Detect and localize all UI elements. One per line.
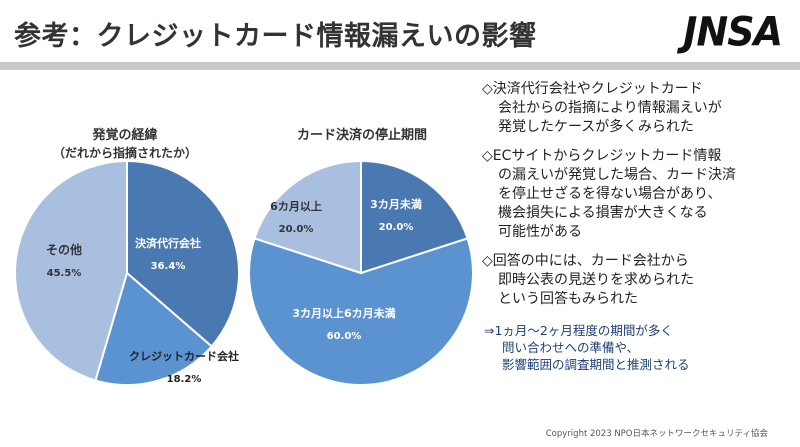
pie-slice (14, 159, 128, 382)
note-line: という回答もみられた (498, 291, 638, 307)
slice-category-label: 決済代行会社 (135, 236, 201, 250)
chart2-title: カード決済の停止期間 (296, 128, 427, 143)
conclusion-note: ⇒1ヵ月～2ヶ月程度の期間が多く 問い合わせへの準備や、 影響範囲の調査期間と推… (484, 322, 794, 373)
note-line: 機会損失による損害が大きくなる (498, 205, 708, 221)
jnsa-logo: JNSA (683, 8, 783, 56)
conclusion-line: 影響範囲の調査期間と推測される (502, 357, 690, 372)
conclusion-line: 問い合わせへの準備や、 (502, 340, 640, 355)
title-divider-bar (0, 62, 800, 70)
copyright-footer: Copyright 2023 NPO日本ネットワークセキュリティ協会 (545, 429, 768, 439)
note-line: ◇回答の中には、カード会社から (482, 253, 689, 269)
slice-value-label: 20.0% (279, 224, 314, 235)
slice-value-label: 20.0% (379, 222, 414, 233)
note-line: を停止せざるを得ない場合があり、 (498, 186, 722, 202)
pie-slice (94, 271, 214, 386)
note-line: ◇ECサイトからクレジットカード情報 (482, 148, 722, 164)
slice-category-label: その他 (46, 242, 82, 257)
conclusion-line: ⇒1ヵ月～2ヶ月程度の期間が多く (484, 323, 673, 338)
slice-value-label: 45.5% (47, 268, 82, 279)
note-line: 会社からの指摘により情報漏えいが (498, 100, 722, 116)
note-line: の漏えいが発覚した場合、カード決済 (498, 167, 736, 183)
pie-chart-discovery: 決済代行会社 36.4% クレジットカード会社 18.2% その他 45.5% (14, 159, 240, 386)
chart1-title: 発覚の経緯 (92, 128, 158, 143)
note-item: ◇回答の中には、カード会社から 即時公表の見送りを求められた という回答もみられ… (482, 252, 798, 309)
page-title: 参考：クレジットカード情報漏えいの影響 (14, 21, 537, 52)
slice-value-label: 18.2% (167, 374, 202, 385)
slice-category-label: クレジットカード会社 (129, 349, 239, 363)
pie-slice (360, 159, 469, 275)
pie-slice (253, 159, 362, 275)
pie-slice (248, 237, 474, 386)
pie-chart-suspension-period: 3カ月未満 20.0% 3カ月以上6カ月未満 60.0% 6カ月以上 20.0% (248, 159, 474, 386)
note-line: 可能性がある (498, 224, 582, 240)
slice-category-label: 3カ月以上6カ月未満 (292, 306, 395, 320)
chart1-subtitle: （だれから指摘されたか） (52, 146, 197, 160)
slice-category-label: 6カ月以上 (270, 199, 322, 213)
slice-value-label: 60.0% (327, 331, 362, 342)
note-line: 即時公表の見送りを求められた (498, 272, 694, 288)
slice-category-label: 3カ月未満 (370, 197, 422, 211)
note-item: ◇決済代行会社やクレジットカード 会社からの指摘により情報漏えいが 発覚したケー… (482, 80, 798, 137)
slice-value-label: 36.4% (151, 261, 186, 272)
note-line: 発覚したケースが多くみられた (498, 119, 694, 135)
notes-panel: ◇決済代行会社やクレジットカード 会社からの指摘により情報漏えいが 発覚したケー… (482, 80, 798, 319)
pie-slice (126, 159, 240, 348)
note-item: ◇ECサイトからクレジットカード情報 の漏えいが発覚した場合、カード決済 を停止… (482, 147, 798, 242)
note-line: ◇決済代行会社やクレジットカード (482, 81, 703, 97)
